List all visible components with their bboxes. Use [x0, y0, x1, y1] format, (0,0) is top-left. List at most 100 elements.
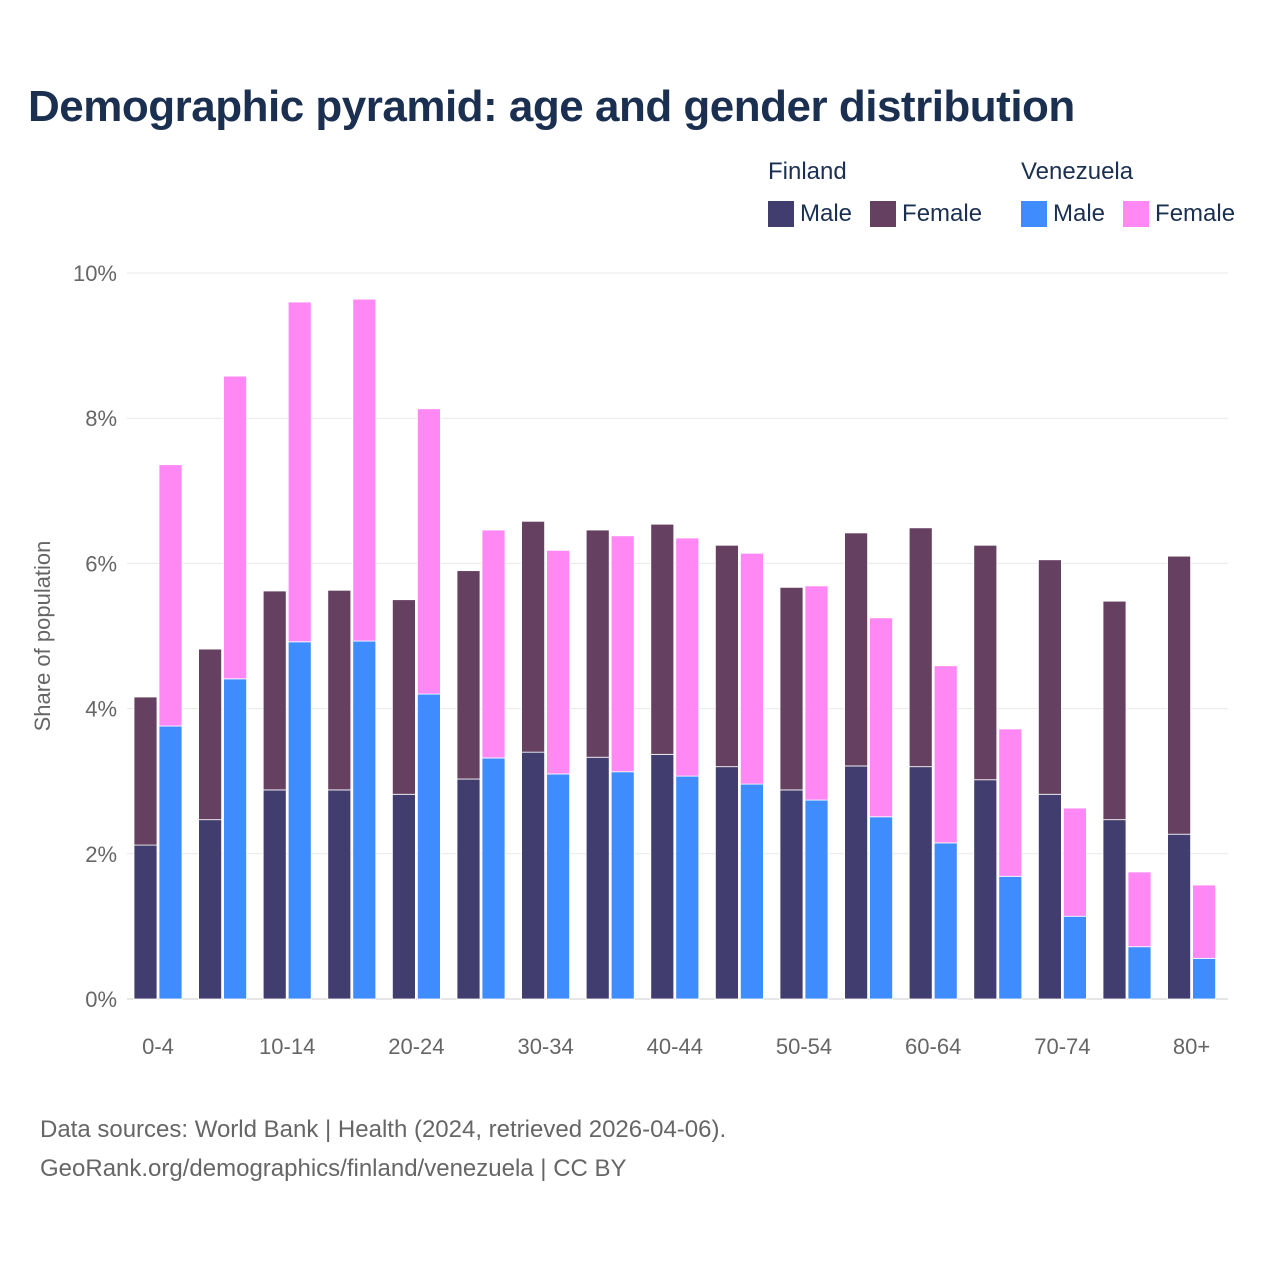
x-tick-label: 20-24: [388, 1034, 444, 1059]
bar-finland-female: [650, 523, 675, 755]
x-tick-label: 60-64: [905, 1034, 961, 1059]
legend-label: Female: [1155, 200, 1236, 227]
bar-finland-male: [844, 765, 868, 1000]
bar-venezuela-female: [1063, 807, 1087, 917]
bar-venezuela-male: [933, 842, 958, 1000]
bar-venezuela-female: [481, 529, 506, 759]
bar-venezuela-male: [998, 875, 1023, 1000]
x-tick-label: 10-14: [259, 1034, 315, 1059]
x-tick-label: 30-34: [517, 1034, 573, 1059]
bar-finland-female: [391, 599, 416, 795]
y-tick-label: 10%: [73, 261, 117, 286]
bar-finland-male: [585, 756, 610, 1000]
bar-venezuela-male: [287, 641, 312, 1000]
bar-finland-male: [908, 766, 933, 1000]
legend-swatch: [870, 201, 897, 227]
bar-finland-male: [521, 751, 545, 1000]
legend-item-venezuela-female: Female: [1123, 200, 1235, 228]
bar-venezuela-male: [740, 783, 764, 1000]
bar-venezuela-male: [223, 678, 248, 1000]
bar-finland-male: [1038, 793, 1062, 1000]
bar-finland-female: [1167, 555, 1191, 835]
bar-venezuela-female: [1127, 871, 1152, 948]
bar-finland-female: [715, 544, 739, 768]
x-tick-label: 70-74: [1034, 1034, 1090, 1059]
bar-finland-male: [133, 844, 158, 1000]
bar-venezuela-male: [352, 640, 377, 1000]
bar-finland-male: [1167, 833, 1191, 1000]
bar-venezuela-male: [416, 693, 441, 1000]
bar-venezuela-male: [804, 799, 829, 1000]
bar-venezuela-female: [416, 408, 441, 695]
bar-venezuela-female: [869, 617, 893, 818]
bar-venezuela-male: [158, 725, 183, 1000]
y-tick-label: 8%: [85, 406, 117, 431]
bar-venezuela-male: [675, 775, 700, 1000]
footer-url: GeoRank.org/demographics/finland/venezue…: [40, 1155, 627, 1182]
legend-group-title: Finland: [768, 158, 847, 185]
bar-venezuela-female: [804, 585, 829, 801]
bar-venezuela-female: [546, 549, 570, 775]
legend-venezuela: Venezuela Male Female: [1021, 158, 1235, 228]
bar-venezuela-female: [1192, 884, 1216, 959]
x-tick-label: 40-44: [647, 1034, 703, 1059]
bar-venezuela-female: [998, 728, 1023, 877]
legend-item-finland-female: Female: [870, 200, 982, 228]
bar-venezuela-male: [1192, 957, 1216, 1000]
legend-label: Male: [800, 200, 853, 227]
bar-finland-male: [198, 819, 223, 1000]
legend-item-venezuela-male: Male: [1021, 200, 1105, 228]
y-tick-label: 4%: [85, 697, 117, 722]
bar-finland-male: [715, 766, 739, 1000]
x-tick-label: 50-54: [776, 1034, 832, 1059]
bar-venezuela-female: [223, 375, 248, 680]
bar-finland-female: [844, 532, 868, 767]
legend-group-title: Venezuela: [1021, 158, 1134, 185]
bar-finland-female: [327, 589, 352, 791]
x-tick-label: 80+: [1173, 1034, 1210, 1059]
bar-finland-female: [1038, 559, 1062, 795]
bar-venezuela-male: [546, 773, 570, 1000]
bar-finland-male: [650, 753, 675, 1000]
legend-finland: Finland Male Female: [768, 158, 982, 228]
y-tick-label: 0%: [85, 987, 117, 1012]
bar-venezuela-male: [610, 771, 635, 1000]
footer-sources: Data sources: World Bank | Health (2024,…: [40, 1116, 727, 1143]
legend-swatch: [1021, 201, 1047, 227]
legend-item-finland-male: Male: [768, 200, 852, 228]
legend-label: Male: [1053, 200, 1106, 227]
bar-finland-female: [521, 520, 545, 753]
bar-venezuela-female: [352, 298, 377, 642]
bar-finland-male: [779, 789, 804, 1000]
bar-venezuela-female: [740, 552, 764, 785]
bar-finland-female: [133, 696, 158, 846]
bar-finland-male: [1102, 819, 1127, 1000]
bar-finland-male: [327, 789, 352, 1000]
bar-venezuela-female: [933, 665, 958, 844]
bar-finland-female: [456, 570, 481, 780]
bar-finland-female: [585, 529, 610, 758]
bar-finland-female: [198, 648, 223, 821]
bar-venezuela-male: [1127, 946, 1152, 1000]
bar-finland-male: [973, 779, 998, 1000]
legend-swatch: [768, 201, 794, 227]
bar-finland-female: [1102, 600, 1127, 821]
bar-finland-male: [262, 789, 287, 1000]
y-axis-label: Share of population: [30, 541, 55, 732]
bar-venezuela-male: [869, 816, 893, 1000]
bar-finland-female: [262, 590, 287, 791]
bar-venezuela-female: [287, 301, 312, 643]
bar-venezuela-female: [158, 464, 183, 727]
legend-swatch: [1123, 201, 1150, 227]
bar-finland-female: [973, 544, 998, 781]
x-tick-label: 0-4: [142, 1034, 174, 1059]
chart-title: Demographic pyramid: age and gender dist…: [28, 82, 1075, 131]
bar-finland-female: [779, 586, 804, 791]
y-tick-label: 2%: [85, 842, 117, 867]
bar-venezuela-female: [675, 537, 700, 777]
bar-finland-female: [908, 527, 933, 768]
bar-venezuela-male: [481, 757, 506, 1000]
bar-venezuela-male: [1063, 915, 1087, 1000]
bar-finland-male: [456, 778, 481, 1000]
